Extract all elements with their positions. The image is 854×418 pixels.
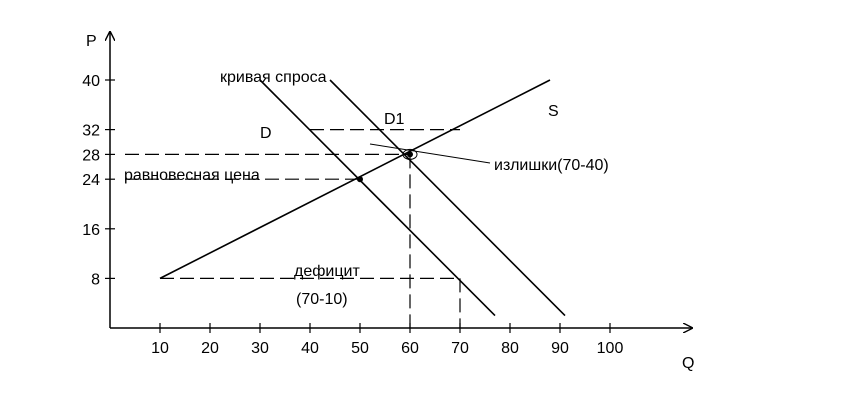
series-label-s: S: [548, 103, 559, 120]
series-line-s: [159, 79, 551, 280]
x-tick-label: 40: [301, 340, 319, 357]
annotation-surplus: излишки(70-40): [494, 157, 609, 174]
equilibrium-marker-ring: [402, 148, 418, 160]
equilibrium-point: [407, 151, 413, 158]
x-tick-label: 30: [251, 340, 269, 357]
y-tick-label: 16: [82, 222, 100, 239]
annotation-demand-curve: кривая спроса: [220, 69, 327, 86]
series-line-d1: [329, 79, 566, 317]
surplus-pointer: [369, 143, 491, 164]
x-tick-label: 10: [151, 340, 169, 357]
equilibrium-point: [357, 176, 363, 183]
y-tick-label: 24: [82, 172, 100, 189]
x-tick-label: 80: [501, 340, 519, 357]
curves: [159, 79, 566, 317]
x-tick-label: 20: [201, 340, 219, 357]
x-tick-label: 90: [551, 340, 569, 357]
annotation-equilibrium-price: равновесная цена: [124, 167, 260, 184]
annotation-deficit-title: дефицит: [294, 263, 360, 280]
x-axis-label: Q: [682, 355, 694, 372]
y-tick-label: 28: [82, 147, 100, 164]
guide-lines: [125, 129, 461, 328]
x-tick-label: 60: [401, 340, 419, 357]
annotation-deficit-value: (70-10): [296, 291, 348, 308]
x-tick-label: 70: [451, 340, 469, 357]
y-tick-label: 32: [82, 123, 100, 140]
series-label-d: D: [260, 125, 272, 142]
series-line-d: [259, 79, 496, 317]
equilibrium-points: [357, 148, 418, 183]
x-tick-label: 50: [351, 340, 369, 357]
x-tick-label: 100: [597, 340, 624, 357]
axis-ticks: 10 20 30 40 50 60 70 80 90 100 8 16 24 28 32 40: [82, 73, 623, 357]
y-tick-label: 40: [82, 73, 100, 90]
y-tick-label: 8: [91, 271, 100, 288]
y-axis-label: P: [86, 33, 97, 50]
series-label-d1: D1: [384, 111, 405, 128]
